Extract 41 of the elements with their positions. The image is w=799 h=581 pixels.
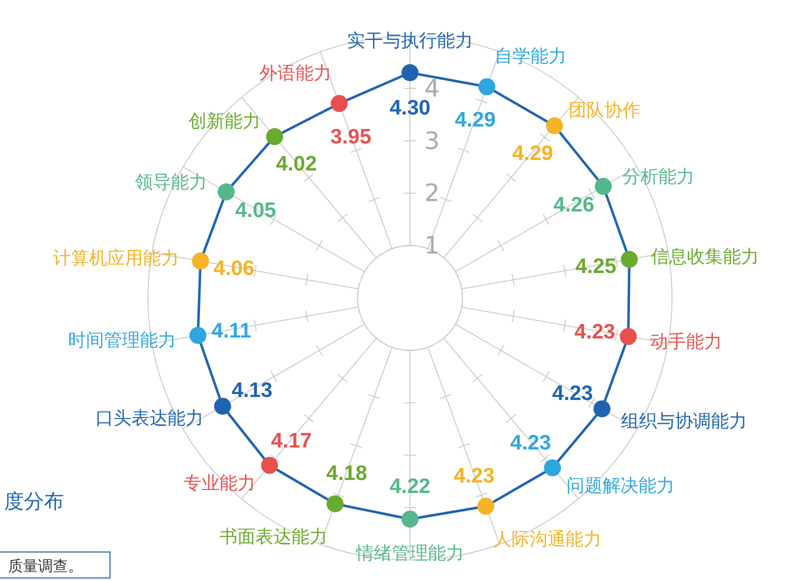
data-label: 4.18 [326, 462, 368, 485]
data-label: 3.95 [330, 125, 372, 148]
data-label: 4.23 [510, 432, 552, 455]
spoke-label: 实干与执行能力 [347, 30, 473, 52]
data-label: 4.26 [553, 193, 594, 216]
spoke-label: 外语能力 [260, 62, 332, 84]
data-label: 4.13 [232, 379, 272, 402]
spoke-label: 口头表达能力 [96, 408, 204, 430]
y-tick-label: 2 [424, 179, 440, 208]
data-label: 4.02 [276, 152, 317, 176]
text: 质量调查。 [8, 557, 83, 575]
spoke-label: 人际沟通能力 [493, 528, 602, 550]
spoke-label: 信息收集能力 [650, 246, 759, 268]
data-label: 4.05 [235, 198, 276, 222]
spoke-label: 自学能力 [494, 46, 566, 68]
data-label: 4.25 [575, 255, 617, 278]
spoke-label: 情绪管理能力 [355, 543, 464, 564]
y-tick-label: 1 [424, 232, 440, 260]
spoke-label: 组织与协调能力 [621, 410, 748, 432]
data-label: 4.23 [454, 464, 495, 488]
spoke-label: 专业能力 [183, 473, 256, 494]
data-label: 4.22 [390, 475, 430, 498]
spoke-label: 领导能力 [135, 172, 208, 193]
spoke-label: 书面表达能力 [220, 526, 328, 548]
data-label: 4.30 [390, 96, 430, 120]
text: 度分布 [4, 489, 64, 513]
spoke-label: 计算机应用能力 [52, 248, 179, 270]
spoke-label: 时间管理能力 [68, 330, 176, 352]
data-label: 4.29 [454, 108, 496, 132]
spoke-label: 分析能力 [622, 166, 694, 188]
data-label: 4.17 [270, 429, 312, 452]
data-label: 4.11 [212, 319, 252, 342]
data-label: 4.06 [214, 256, 254, 280]
spoke-label: 团队协作 [568, 100, 641, 121]
data-label: 4.23 [574, 320, 616, 344]
spoke-label: 动手能力 [650, 331, 722, 352]
y-tick-label: 3 [424, 126, 440, 155]
data-label: 4.23 [552, 382, 593, 405]
spoke-label: 创新能力 [188, 110, 260, 132]
data-label: 4.29 [512, 142, 554, 165]
spoke-label: 问题解决能力 [566, 476, 675, 497]
